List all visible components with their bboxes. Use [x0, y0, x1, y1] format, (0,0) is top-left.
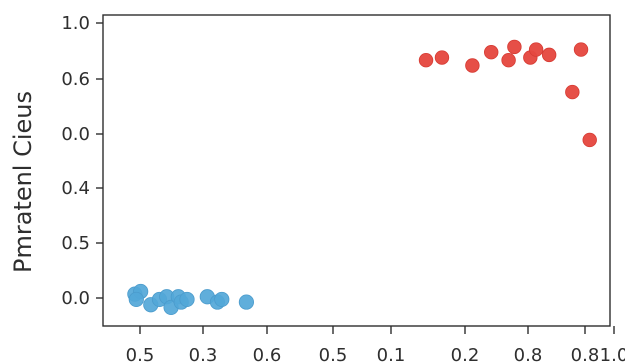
- y-tick-label: 0.6: [61, 69, 90, 90]
- x-tick-label: 0.5: [126, 345, 155, 364]
- red-scatter-point: [582, 132, 597, 148]
- red-scatter-point: [573, 42, 589, 57]
- x-tick-label: 0.8: [571, 345, 600, 364]
- blue-scatter-point: [214, 291, 230, 308]
- red-scatter-point: [484, 45, 499, 60]
- y-tick-label: 0.0: [61, 288, 90, 309]
- x-tick-label: 1.0: [600, 345, 625, 364]
- y-tick-label: 1.0: [61, 13, 90, 34]
- labels-layer: 1.0 0.6 0.0 0.4 0.5 0.0 0.5 0.3 0.6 0.5 0.1 0.2 0.8 0…: [9, 13, 625, 364]
- x-tick-label: 0.8: [514, 345, 543, 364]
- points-layer: [127, 39, 597, 315]
- y-tick-label: 0.4: [61, 178, 90, 199]
- red-scatter-point: [507, 39, 522, 55]
- red-scatter-point: [434, 50, 450, 65]
- x-tick-label: 0.5: [319, 345, 348, 364]
- x-tick-label: 0.1: [377, 345, 406, 364]
- red-scatter-point: [528, 42, 544, 57]
- axes-layer: [96, 14, 615, 334]
- y-axis-title: Pmratenl Cieus: [9, 91, 37, 273]
- red-scatter-point: [541, 47, 557, 63]
- blue-scatter-point: [238, 294, 255, 310]
- y-tick-label: 0.5: [61, 233, 90, 254]
- red-scatter-point: [465, 58, 480, 73]
- x-tick-label: 0.3: [189, 345, 218, 364]
- x-tick-label: 0.6: [253, 345, 282, 364]
- x-tick-label: 0.2: [451, 345, 480, 364]
- red-scatter-point: [418, 52, 434, 68]
- blue-scatter-point: [128, 291, 144, 308]
- plot-frame: [102, 14, 611, 327]
- blue-scatter-point: [179, 291, 195, 308]
- y-tick-label: 0.0: [61, 124, 90, 145]
- red-scatter-point: [565, 84, 580, 100]
- red-scatter-point: [501, 52, 516, 68]
